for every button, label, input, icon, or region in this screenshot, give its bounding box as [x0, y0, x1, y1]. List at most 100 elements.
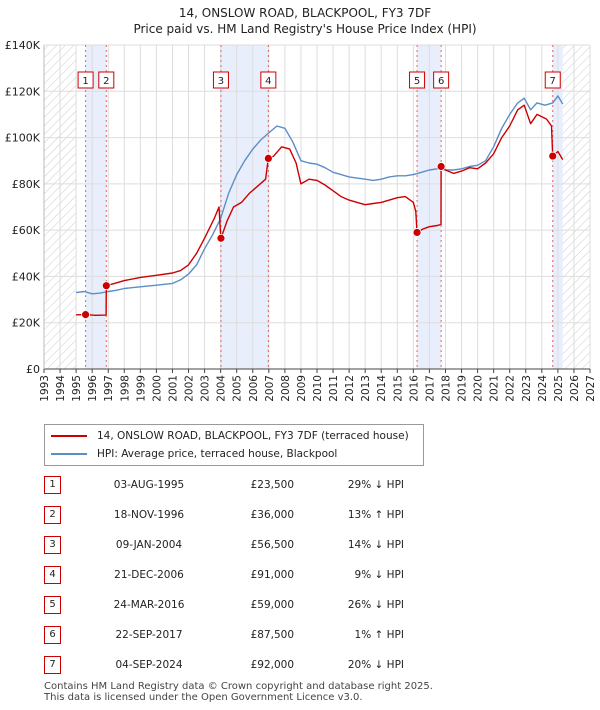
footer: Contains HM Land Registry data © Crown c…	[44, 681, 433, 703]
sale-number: 2	[44, 500, 84, 530]
sale-label-3: 3	[218, 76, 224, 87]
sale-row-3: 3 09-JAN-2004 £56,500 14% ↓ HPI	[44, 530, 404, 560]
sale-point-7	[548, 151, 558, 161]
sale-hpi-change: 26% ↓ HPI	[347, 599, 404, 611]
sales-table: 1 03-AUG-1995 £23,500 29% ↓ HPI 2 18-NOV-1996…	[44, 470, 404, 680]
sale-label-box-7	[544, 71, 561, 89]
legend-label-hpi: HPI: Average price, terraced house, Blac…	[97, 448, 338, 460]
sale-label-2: 2	[103, 76, 109, 87]
sale-number: 3	[44, 530, 84, 560]
x-tick-label-1993: 1993	[39, 375, 51, 402]
sale-number: 7	[44, 650, 84, 680]
sale-point-6	[436, 162, 446, 171]
y-tick-label-140000: £140K	[5, 39, 41, 52]
sale-number-badge: 6	[44, 626, 61, 644]
x-tick-label-2007: 2007	[264, 375, 276, 402]
footer-copyright: Contains HM Land Registry data © Crown c…	[44, 681, 433, 692]
series-line-property	[76, 104, 564, 316]
sale-point-3	[216, 233, 226, 243]
sale-date: 24-MAR-2016	[113, 599, 185, 611]
x-tick-label-1998: 1998	[119, 375, 131, 402]
sale-row-6: 6 22-SEP-2017 £87,500 1% ↑ HPI	[44, 620, 404, 650]
sale-number-badge: 1	[44, 476, 61, 494]
x-tick-label-1995: 1995	[71, 375, 83, 402]
x-tick-label-2014: 2014	[376, 375, 388, 402]
x-tick-label-1994: 1994	[55, 375, 67, 402]
sale-price: £59,000	[250, 599, 294, 611]
sale-price: £36,000	[250, 509, 294, 521]
sale-label-7: 7	[550, 76, 556, 87]
x-tick-label-2016: 2016	[408, 375, 420, 402]
x-tick-label-2026: 2026	[569, 375, 581, 402]
sale-price: £87,500	[250, 629, 294, 641]
sale-date: 09-JAN-2004	[115, 539, 183, 551]
series-line-hpi	[76, 95, 564, 295]
legend-swatch-hpi	[51, 453, 87, 455]
y-tick-label-40000: £40K	[12, 270, 41, 283]
price-chart: 14, ONSLOW ROAD, BLACKPOOL, FY3 7DF Pric…	[5, 6, 597, 402]
chart-title: 14, ONSLOW ROAD, BLACKPOOL, FY3 7DF	[179, 6, 431, 20]
sale-label-box-2	[98, 71, 115, 89]
sale-number-badge: 3	[44, 536, 61, 554]
y-tick-label-100000: £100K	[5, 132, 41, 145]
x-tick-label-2009: 2009	[296, 375, 308, 402]
footer-licence: This data is licensed under the Open Gov…	[44, 692, 363, 703]
x-tick-label-2008: 2008	[280, 375, 292, 402]
sale-number-badge: 5	[44, 596, 61, 614]
hatched-region-after	[562, 45, 590, 369]
sale-price: £56,500	[250, 539, 294, 551]
x-tick-label-2025: 2025	[553, 375, 565, 402]
sale-price: £23,500	[250, 479, 294, 491]
x-tick-label-1996: 1996	[87, 375, 99, 402]
x-tick-label-2000: 2000	[151, 375, 163, 402]
x-tick-label-2005: 2005	[232, 375, 244, 402]
sale-hpi-change: 9% ↓ HPI	[354, 569, 404, 581]
x-tick-label-1999: 1999	[135, 375, 147, 402]
x-tick-label-2019: 2019	[457, 375, 469, 402]
sale-label-box-1	[77, 71, 94, 89]
sale-point-5	[412, 228, 422, 237]
sale-row-4: 4 21-DEC-2006 £91,000 9% ↓ HPI	[44, 560, 404, 590]
legend-swatch-property	[51, 435, 87, 437]
sale-label-1: 1	[82, 76, 88, 87]
chart-subtitle: Price paid vs. HM Land Registry's House …	[133, 22, 476, 36]
x-tick-label-2013: 2013	[360, 375, 372, 402]
sale-hpi-change: 29% ↓ HPI	[347, 479, 404, 491]
sale-price: £92,000	[250, 659, 294, 671]
highlight-span-2	[220, 45, 269, 369]
x-tick-label-2006: 2006	[248, 375, 260, 402]
x-tick-label-2020: 2020	[473, 375, 485, 402]
sale-date: 04-SEP-2024	[115, 659, 183, 671]
y-tick-label-80000: £80K	[12, 178, 41, 191]
sale-date: 21-DEC-2006	[114, 569, 184, 581]
sale-label-box-6	[433, 71, 450, 89]
sale-hpi-change: 1% ↑ HPI	[354, 629, 404, 641]
sale-label-box-5	[409, 71, 426, 89]
sale-date: 18-NOV-1996	[113, 509, 185, 521]
x-tick-label-2017: 2017	[424, 375, 436, 402]
sale-price: £91,000	[250, 569, 294, 581]
sale-number-badge: 4	[44, 566, 61, 584]
sale-date: 22-SEP-2017	[115, 629, 183, 641]
sale-label-6: 6	[438, 76, 444, 87]
sale-point-4	[263, 153, 273, 163]
x-tick-label-2004: 2004	[216, 375, 228, 402]
x-tick-label-2018: 2018	[440, 375, 452, 402]
x-tick-label-1997: 1997	[103, 375, 115, 402]
y-tick-label-120000: £120K	[5, 85, 41, 98]
sale-number: 5	[44, 590, 84, 620]
sale-label-box-4	[260, 71, 277, 89]
sale-row-1: 1 03-AUG-1995 £23,500 29% ↓ HPI	[44, 470, 404, 500]
sale-hpi-change: 14% ↓ HPI	[347, 539, 404, 551]
legend-item-hpi: HPI: Average price, terraced house, Blac…	[51, 446, 337, 462]
sale-number: 6	[44, 620, 84, 650]
sale-row-5: 5 24-MAR-2016 £59,000 26% ↓ HPI	[44, 590, 404, 620]
x-tick-label-2003: 2003	[200, 375, 212, 402]
x-tick-label-2010: 2010	[312, 375, 324, 402]
x-tick-label-2012: 2012	[344, 375, 356, 402]
x-tick-label-2022: 2022	[505, 375, 517, 402]
sale-label-4: 4	[265, 76, 271, 87]
legend-item-property: 14, ONSLOW ROAD, BLACKPOOL, FY3 7DF (ter…	[51, 428, 409, 444]
sale-label-5: 5	[414, 76, 420, 87]
highlight-span-1	[85, 45, 107, 369]
